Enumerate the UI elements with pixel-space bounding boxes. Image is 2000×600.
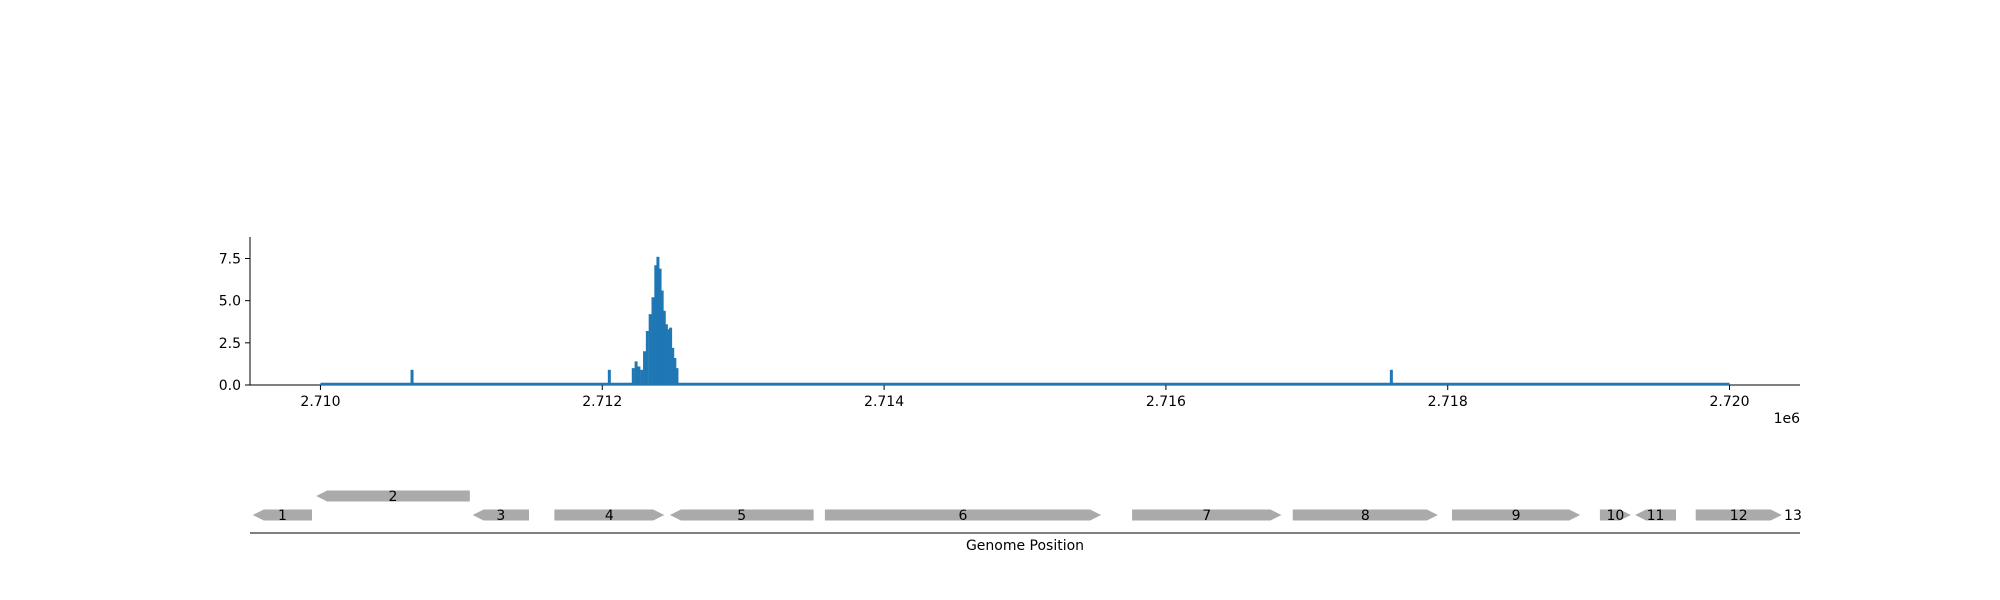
gene-arrow <box>1451 509 1581 521</box>
gene-arrow <box>1292 509 1438 521</box>
gene-arrow <box>252 509 312 521</box>
x-tick-label: 2.716 <box>1146 394 1186 410</box>
x-axis-offset-label: 1e6 <box>1774 411 1801 427</box>
coverage-bar <box>607 369 611 385</box>
coverage-bar <box>645 331 649 385</box>
gene-arrow <box>669 509 814 521</box>
gene-arrow <box>472 509 529 521</box>
coverage-bar <box>664 324 668 385</box>
coverage-bar <box>660 290 664 385</box>
coverage-bar <box>675 368 679 385</box>
gene-track: 123 4 5 6 7 8 9 10 11 12 13 Genome Position <box>250 489 1802 554</box>
coverage-bar <box>669 327 673 385</box>
gene-label: 2 <box>389 489 398 505</box>
gene-track-xlabel: Genome Position <box>966 538 1084 554</box>
coverage-bar <box>637 366 641 385</box>
y-tick-label: 0.0 <box>219 378 241 394</box>
gene-arrow <box>1132 509 1282 521</box>
gene-label: 9 <box>1512 508 1521 524</box>
gene-arrow <box>1599 509 1631 521</box>
gene-arrows: 123 4 5 6 7 8 9 10 11 12 13 <box>252 489 1802 524</box>
x-tick-label: 2.718 <box>1428 394 1468 410</box>
y-axis-ticks: 0.0 2.5 5.0 7.5 <box>219 251 250 394</box>
coverage-bar <box>662 310 666 385</box>
gene-label: 11 <box>1647 508 1665 524</box>
coverage-bar <box>651 297 655 385</box>
y-tick-label: 2.5 <box>219 336 241 352</box>
coverage-bar <box>667 329 670 385</box>
coverage-bar <box>410 369 414 385</box>
coverage-bar <box>654 265 658 385</box>
coverage-bars <box>410 256 1393 385</box>
gene-arrow <box>1695 509 1782 521</box>
gene-arrow <box>316 490 470 502</box>
y-tick-label: 7.5 <box>219 251 241 267</box>
gene-label: 12 <box>1730 508 1748 524</box>
coverage-bar <box>658 268 662 385</box>
x-tick-label: 2.710 <box>300 394 340 410</box>
gene-arrow <box>1635 509 1676 521</box>
coverage-bar <box>1389 369 1393 385</box>
coverage-bar <box>671 347 675 385</box>
coverage-bar <box>631 368 635 385</box>
coverage-bar <box>656 256 660 385</box>
coverage-bar <box>648 314 652 385</box>
x-tick-label: 2.714 <box>864 394 904 410</box>
y-tick-label: 5.0 <box>219 294 241 310</box>
gene-label: 10 <box>1606 508 1624 524</box>
x-tick-label: 2.720 <box>1709 394 1749 410</box>
coverage-plot: 0.02.55.07.5 2.710 2.712 2.714 2.716 2.718 2.… <box>219 237 1800 427</box>
coverage-bar <box>634 361 638 385</box>
coverage-bar <box>673 358 677 385</box>
x-tick-label: 2.712 <box>582 394 622 410</box>
gene-label: 5 <box>737 508 746 524</box>
gene-label: 6 <box>959 508 968 524</box>
gene-label: 4 <box>605 508 614 524</box>
gene-arrow <box>554 509 665 521</box>
coverage-bar <box>643 351 647 385</box>
gene-label: 8 <box>1361 508 1370 524</box>
x-axis-ticks: 2.710 2.712 2.714 2.716 2.718 2.720 <box>300 385 1750 410</box>
gene-label: 3 <box>496 508 505 524</box>
gene-label: 7 <box>1202 508 1211 524</box>
coverage-bar <box>640 369 644 385</box>
gene-label: 13 <box>1784 508 1802 524</box>
gene-label: 1 <box>278 508 287 524</box>
gene-arrow <box>824 509 1102 521</box>
